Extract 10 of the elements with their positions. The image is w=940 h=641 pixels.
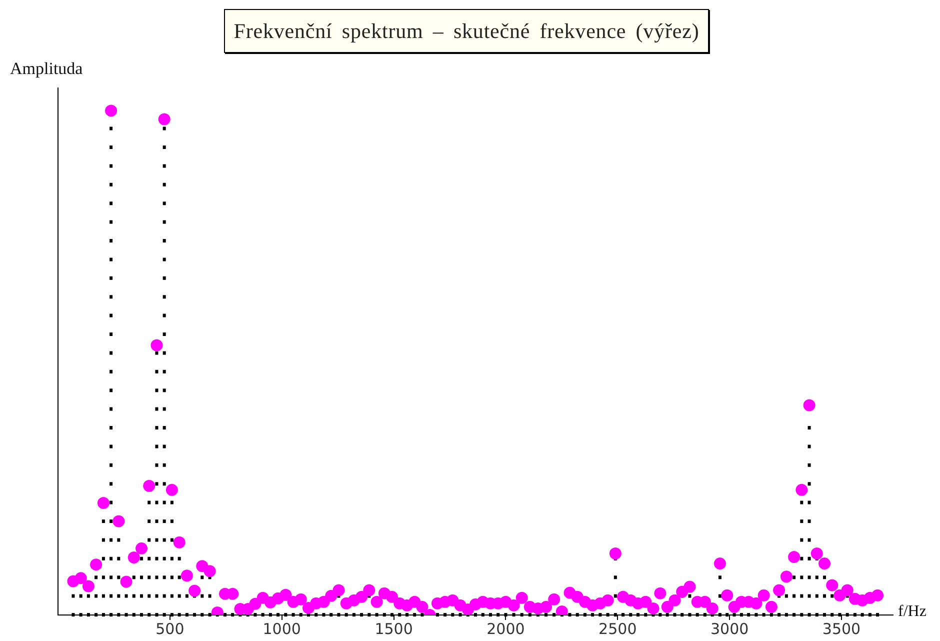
x-axis-title: f/Hz [898, 603, 926, 621]
x-tick-label: 2500 [598, 620, 637, 638]
chart-title: Frekvenční spektrum – skutečné frekvence (výřez) [224, 9, 710, 53]
x-tick-label: 3000 [710, 620, 749, 638]
y-axis-title: Amplituda [10, 59, 83, 79]
x-tick-label: 500 [156, 620, 184, 638]
x-tick-label: 3500 [822, 620, 861, 638]
x-tick-label: 1500 [374, 620, 413, 638]
x-tick-label: 2000 [486, 620, 525, 638]
x-tick-label: 1000 [262, 620, 301, 638]
